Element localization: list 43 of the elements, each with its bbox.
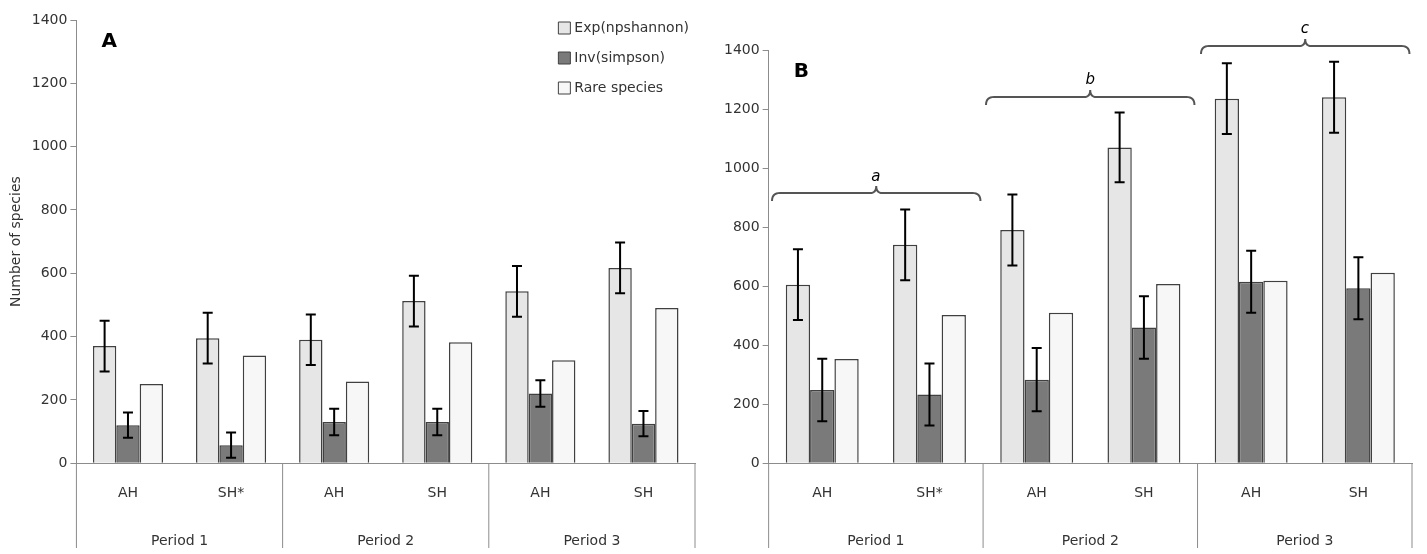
x-tick-label: SH* bbox=[916, 484, 943, 501]
y-tick-label: 600 bbox=[40, 263, 68, 280]
text: A bbox=[101, 28, 118, 53]
y-tick-label: 1400 bbox=[723, 40, 760, 57]
x-tick-label: AH bbox=[530, 484, 551, 501]
y-tick-label: 1400 bbox=[31, 10, 68, 27]
text: Period 3 bbox=[563, 531, 621, 548]
y-tick-label: 400 bbox=[732, 335, 760, 352]
x-tick-label: SH bbox=[427, 484, 447, 501]
y-tick-label: 0 bbox=[750, 453, 760, 470]
x-tick-label: SH bbox=[633, 484, 654, 501]
x-tick-label: SH bbox=[1348, 484, 1369, 501]
y-tick-label: 1200 bbox=[31, 73, 68, 90]
y-tick-label: 200 bbox=[40, 390, 68, 407]
y-tick-label: 800 bbox=[732, 217, 760, 234]
text: c bbox=[1300, 19, 1310, 38]
x-tick-label: AH bbox=[117, 484, 139, 501]
legend-label: Exp(npshannon) bbox=[574, 18, 690, 35]
x-tick-label: AH bbox=[812, 484, 833, 501]
annotation: a bbox=[871, 166, 881, 185]
text: Period 2 bbox=[1061, 531, 1119, 548]
x-tick-label: SH bbox=[1134, 484, 1154, 501]
text: Period 3 bbox=[1276, 531, 1334, 548]
y-tick-label: 800 bbox=[40, 200, 68, 217]
legend-label: Inv(simpson) bbox=[574, 48, 666, 65]
y-tick-label: 1000 bbox=[723, 158, 760, 175]
x-tick-label: AH bbox=[1241, 484, 1262, 501]
y-tick-label: 400 bbox=[40, 327, 68, 344]
y-tick-label: 200 bbox=[732, 394, 760, 411]
y-tick-label: 600 bbox=[732, 276, 760, 293]
x-tick-label: SH* bbox=[217, 484, 245, 501]
text: Period 1 bbox=[847, 531, 905, 548]
text: Period 1 bbox=[151, 531, 209, 548]
x-tick-label: AH bbox=[324, 484, 345, 501]
y-axis-title: Number of species bbox=[7, 176, 24, 308]
x-tick-label: AH bbox=[1026, 484, 1047, 501]
y-tick-label: 0 bbox=[58, 453, 68, 470]
y-tick-label: 1000 bbox=[31, 137, 68, 154]
text: Period 2 bbox=[357, 531, 415, 548]
annotation: b bbox=[1085, 69, 1096, 88]
legend-label: Rare species bbox=[574, 78, 664, 95]
chart-title: B bbox=[793, 58, 809, 83]
y-tick-label: 1200 bbox=[723, 99, 760, 116]
